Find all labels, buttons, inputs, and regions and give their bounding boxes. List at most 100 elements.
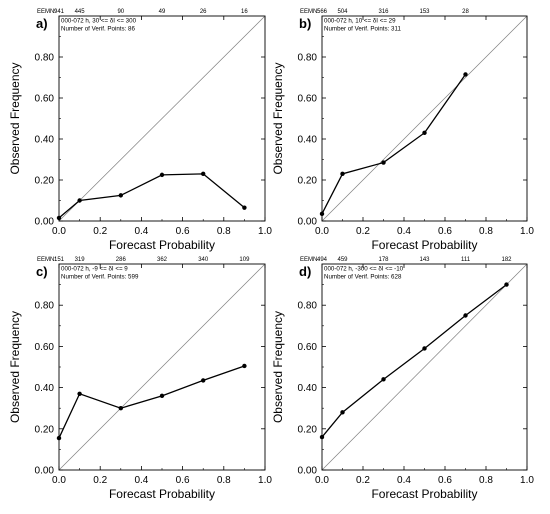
x-tick-label: 0.6 <box>438 226 452 237</box>
eemn-count: 494 <box>317 257 328 263</box>
y-tick-label: 0.00 <box>35 217 55 228</box>
eemn-count: 151 <box>54 257 65 263</box>
x-tick-label: 0.0 <box>315 226 329 237</box>
annotation-forecast-window: 000-072 h, 10 <= δI <= 29 <box>324 18 396 25</box>
y-axis-label: Observed Frequency <box>8 311 22 423</box>
x-tick-label: 0.0 <box>52 226 66 237</box>
eemn-count: 316 <box>378 9 389 15</box>
x-tick-label: 0.8 <box>479 475 493 486</box>
eemn-count: 178 <box>378 257 389 263</box>
y-tick-label: 0.80 <box>35 301 55 312</box>
y-tick-label: 0.20 <box>298 424 318 435</box>
y-axis-label: Observed Frequency <box>271 62 285 174</box>
data-point <box>56 215 62 221</box>
eemn-count: 286 <box>116 257 127 263</box>
x-tick-label: 0.6 <box>176 226 190 237</box>
annotation-verif-points: Number of Verif. Points: 628 <box>324 274 402 281</box>
reliability-curve <box>58 365 245 439</box>
eemn-count: 153 <box>419 9 430 15</box>
data-point <box>422 346 427 351</box>
data-point <box>159 172 165 178</box>
y-axis-label: Observed Frequency <box>271 311 285 423</box>
panel-letter: c) <box>36 264 48 279</box>
annotation-forecast-window: 000-072 h, -300 <= δI <= -10 <box>324 266 404 273</box>
x-axis-label: Forecast Probability <box>109 238 215 252</box>
x-tick-label: 0.8 <box>217 226 231 237</box>
eemn-count: 49 <box>159 9 166 15</box>
y-tick-label: 0.00 <box>298 466 318 477</box>
annotation-verif-points: Number of Verif. Points: 311 <box>324 26 401 33</box>
y-tick-label: 0.60 <box>298 94 318 105</box>
y-tick-label: 0.20 <box>35 176 55 187</box>
x-tick-label: 1.0 <box>258 475 272 486</box>
data-point <box>422 130 427 136</box>
perfect-reliability-diagonal <box>58 263 266 471</box>
x-tick-label: 1.0 <box>520 226 534 237</box>
panel-d: 0.0 0.2 0.4 0.6 0.8 1.0 0.00 0.20 0.40 0.60 0.80 Fo… <box>271 257 534 501</box>
eemn-count: 109 <box>239 257 250 263</box>
data-point <box>201 378 206 383</box>
y-tick-label: 0.60 <box>35 94 55 105</box>
data-point <box>201 171 206 177</box>
x-tick-label: 0.2 <box>93 226 107 237</box>
data-point <box>56 435 62 441</box>
data-point <box>381 160 386 165</box>
annotation-verif-points: Number of Verif. Points: 599 <box>61 274 139 281</box>
x-tick-label: 0.4 <box>397 475 411 486</box>
eemn-count: 319 <box>75 257 86 263</box>
eemn-count: 28 <box>462 9 469 15</box>
y-tick-label: 0.00 <box>298 217 318 228</box>
x-tick-label: 0.2 <box>356 475 370 486</box>
x-tick-label: 1.0 <box>258 226 272 237</box>
y-tick-label: 0.00 <box>35 466 55 477</box>
x-tick-label: 0.2 <box>356 226 370 237</box>
y-tick-label: 0.80 <box>298 53 318 64</box>
panel-letter: d) <box>299 264 311 279</box>
x-tick-label: 0.8 <box>479 226 493 237</box>
eemn-label: EEMN: <box>37 257 56 263</box>
y-tick-label: 0.20 <box>35 424 55 435</box>
eemn-count: 182 <box>501 257 512 263</box>
x-tick-label: 0.0 <box>315 475 329 486</box>
y-tick-label: 0.20 <box>298 176 318 187</box>
eemn-count: 90 <box>117 9 124 15</box>
eemn-label: EEMN: <box>300 9 319 15</box>
x-axis-label: Forecast Probability <box>371 487 477 501</box>
data-point <box>242 205 247 210</box>
reliability-curve <box>321 284 507 438</box>
reliability-curve <box>321 74 467 215</box>
reliability-curve <box>58 173 245 219</box>
y-tick-label: 0.40 <box>35 135 55 146</box>
annotation-forecast-window: 000-072 h, 30 <= δI <= 300 <box>61 18 137 25</box>
y-tick-label: 0.40 <box>35 383 55 394</box>
x-axis-label: Forecast Probability <box>371 238 477 252</box>
eemn-count: 459 <box>337 257 348 263</box>
x-tick-label: 0.0 <box>52 475 66 486</box>
perfect-reliability-diagonal <box>321 15 528 222</box>
eemn-count: 16 <box>241 9 248 15</box>
eemn-count: 362 <box>157 257 168 263</box>
panel-a: 0.0 0.2 0.4 0.6 0.8 1.0 0.00 0.20 0.40 0.60 0.80 Fo… <box>8 9 272 252</box>
eemn-count: 504 <box>337 9 348 15</box>
eemn-count: 143 <box>419 257 430 263</box>
perfect-reliability-diagonal <box>321 263 528 471</box>
data-point <box>77 391 82 396</box>
eemn-count: 941 <box>54 9 65 15</box>
data-point <box>118 193 124 198</box>
annotation-verif-points: Number of Verif. Points: 86 <box>61 26 135 33</box>
x-tick-label: 0.6 <box>176 475 190 486</box>
panel-b: 0.0 0.2 0.4 0.6 0.8 1.0 0.00 0.20 0.40 0.60 0.80 Fo… <box>271 9 534 252</box>
panel-c: 0.0 0.2 0.4 0.6 0.8 1.0 0.00 0.20 0.40 0.60 0.80 Fo… <box>8 257 272 501</box>
data-point <box>319 211 325 217</box>
eemn-count: 26 <box>200 9 207 15</box>
eemn-label: EEMN: <box>300 257 319 263</box>
eemn-count: 566 <box>317 9 328 15</box>
annotation-forecast-window: 000-072 h, -9 <= δI <= 9 <box>61 266 128 273</box>
data-point <box>319 434 325 440</box>
data-point <box>463 313 468 318</box>
y-tick-label: 0.60 <box>298 342 318 353</box>
y-tick-label: 0.80 <box>35 53 55 64</box>
x-tick-label: 0.4 <box>397 226 411 237</box>
x-tick-label: 0.8 <box>217 475 231 486</box>
